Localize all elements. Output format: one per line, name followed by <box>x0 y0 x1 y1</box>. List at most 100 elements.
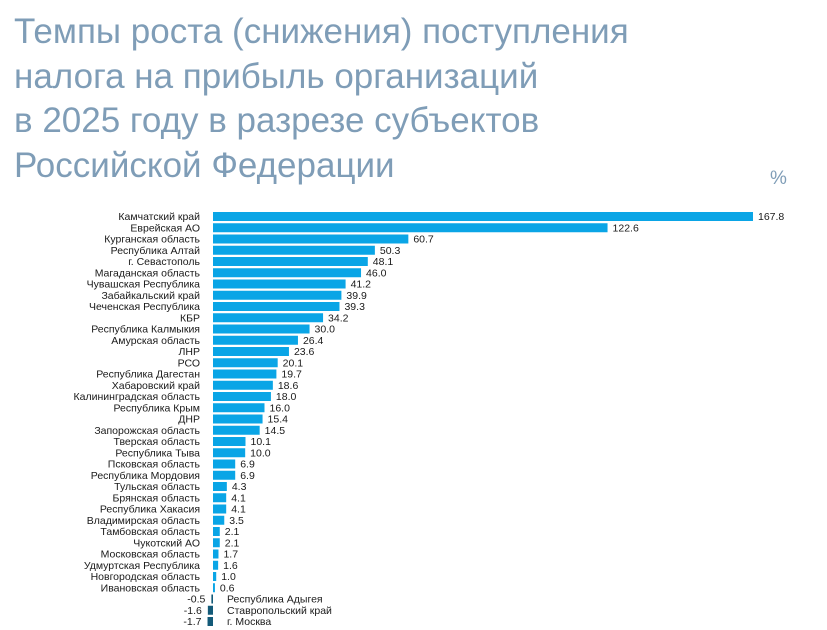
value-label: 1.7 <box>223 549 238 561</box>
chart-title-line-3: в 2025 году в разрезе субъектов <box>14 101 540 140</box>
value-label: 20.1 <box>283 357 304 369</box>
category-label: Тверская область <box>114 436 201 448</box>
bar <box>213 403 265 413</box>
category-label: Ивановская область <box>101 582 201 594</box>
bar <box>213 482 227 491</box>
category-label: Хабаровский край <box>112 380 200 392</box>
category-label: Тульская область <box>114 481 200 493</box>
value-label: 10.0 <box>250 447 271 459</box>
chart-bars: Камчатский край 167.8 Еврейская АО 122.6 Кур… <box>74 211 785 628</box>
category-label: г. Севастополь <box>128 256 200 268</box>
bar <box>213 459 236 469</box>
value-label: 23.6 <box>294 346 315 358</box>
category-label: Магаданская область <box>95 267 201 279</box>
category-label: Тамбовская область <box>100 526 200 538</box>
value-label: 39.3 <box>344 301 365 313</box>
bar <box>213 347 289 356</box>
value-label: 30.0 <box>315 324 336 336</box>
value-label: 10.1 <box>251 436 272 448</box>
category-label: Республика Крым <box>113 402 200 414</box>
chart-title-line-2: налога на прибыль организаций <box>14 56 539 96</box>
value-label: 16.0 <box>269 402 290 414</box>
category-label: г. Москва <box>227 616 271 628</box>
bar <box>213 425 260 435</box>
value-label: 6.9 <box>240 470 255 482</box>
bar <box>213 572 217 581</box>
value-label: 34.2 <box>328 312 349 324</box>
bar <box>213 515 225 525</box>
category-label: Чувашская Республика <box>87 279 201 291</box>
value-label: 167.8 <box>758 211 784 223</box>
category-label: Владимирская область <box>87 515 201 527</box>
category-label: Псковская область <box>108 459 201 471</box>
category-label: Республика Хакасия <box>100 504 200 516</box>
bar <box>213 470 236 480</box>
category-label: Чеченская Республика <box>89 301 200 313</box>
value-label: 14.5 <box>265 425 286 437</box>
category-label: Новгородская область <box>91 571 201 583</box>
category-label: Еврейская АО <box>130 222 200 234</box>
bar <box>211 594 213 604</box>
value-label: 18.6 <box>278 380 299 392</box>
bar <box>213 223 608 233</box>
category-label: Брянская область <box>113 492 201 504</box>
category-label: Камчатский край <box>118 211 200 223</box>
value-label: 50.3 <box>380 245 401 257</box>
category-label: Курганская область <box>104 234 200 246</box>
category-label: Калининградская область <box>74 391 201 403</box>
value-label: 0.6 <box>220 582 235 594</box>
value-label: 1.6 <box>223 560 238 572</box>
bar <box>213 493 227 503</box>
bar <box>213 583 215 593</box>
value-label: 39.9 <box>346 290 367 302</box>
unit-label: % <box>770 168 787 189</box>
value-label: -1.7 <box>183 616 201 628</box>
category-label: Ставропольский край <box>227 605 332 617</box>
bar <box>213 437 246 446</box>
bar <box>213 380 273 390</box>
bar <box>213 414 263 424</box>
bar <box>213 392 271 401</box>
bar <box>213 335 298 345</box>
bar <box>213 245 375 255</box>
chart-title-line-4: Российской Федерации <box>14 145 395 185</box>
bar <box>213 279 346 289</box>
value-label: 15.4 <box>268 414 289 426</box>
bar <box>213 448 246 458</box>
bar <box>213 369 277 379</box>
bar <box>213 257 368 266</box>
category-label: РСО <box>178 357 200 369</box>
category-label: Удмуртская Республика <box>84 560 200 572</box>
chart-title-line-1: Темпы роста (снижения) поступления <box>14 12 629 51</box>
category-label: Республика Калмыкия <box>91 324 200 336</box>
category-label: Чукотский АО <box>133 537 200 549</box>
category-label: Республика Алтай <box>111 245 200 257</box>
value-label: 1.0 <box>221 571 236 583</box>
category-label: Амурская область <box>111 335 200 347</box>
category-label: ДНР <box>178 414 200 426</box>
category-label: Республика Адыгея <box>227 594 323 606</box>
category-label: Запорожская область <box>94 425 200 437</box>
bar <box>213 290 342 300</box>
value-label: 4.1 <box>231 504 246 516</box>
category-label: Республика Тыва <box>115 447 200 459</box>
value-label: 122.6 <box>613 222 639 234</box>
bar <box>213 268 362 278</box>
category-label: Республика Мордовия <box>91 470 200 482</box>
category-label: ЛНР <box>179 346 200 358</box>
bar <box>213 212 753 221</box>
value-label: 4.1 <box>231 492 246 504</box>
category-label: Забайкальский край <box>101 290 200 302</box>
value-label: 41.2 <box>351 279 372 291</box>
value-label: 2.1 <box>225 537 240 549</box>
bar <box>213 560 219 570</box>
value-label: 48.1 <box>373 256 394 268</box>
value-label: -1.6 <box>184 605 202 617</box>
category-label: КБР <box>180 312 200 324</box>
value-label: 19.7 <box>281 369 302 381</box>
value-label: 6.9 <box>240 459 255 471</box>
category-label: Московская область <box>101 549 201 561</box>
bar <box>207 617 213 626</box>
value-label: 4.3 <box>232 481 247 493</box>
